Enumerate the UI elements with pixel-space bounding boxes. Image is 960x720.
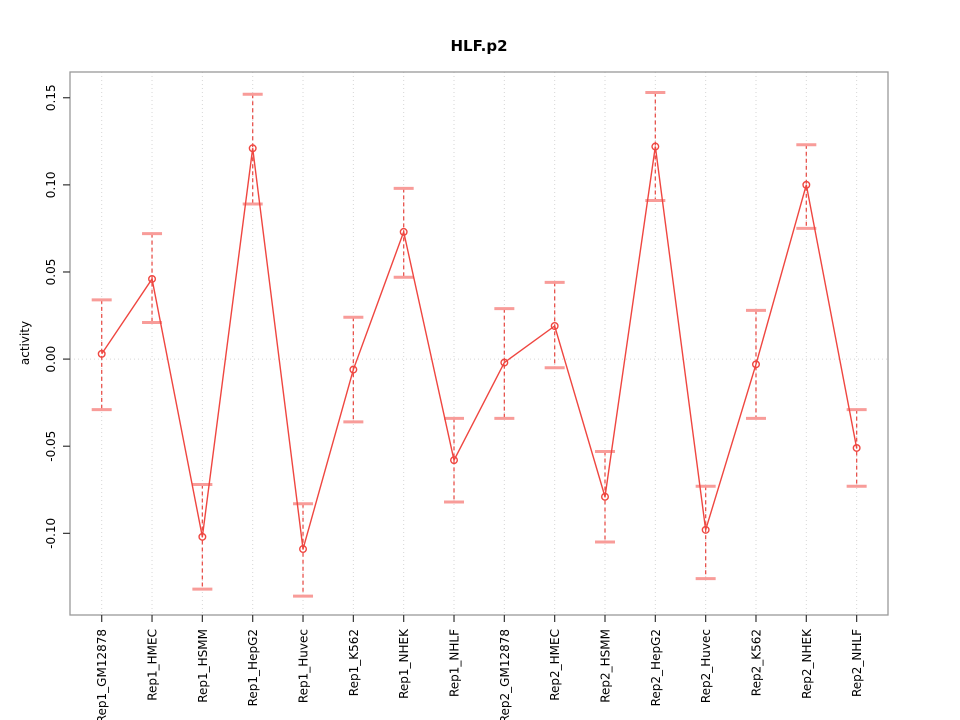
data-point bbox=[701, 525, 710, 534]
data-point bbox=[550, 321, 559, 330]
y-axis-title: activity bbox=[18, 320, 32, 366]
y-tick-label: -0.10 bbox=[44, 518, 58, 549]
x-tick-label: Rep2_K562 bbox=[749, 629, 763, 696]
y-tick-label: -0.05 bbox=[44, 431, 58, 462]
x-tick-label: Rep1_GM12878 bbox=[95, 629, 109, 720]
chart-title: HLF.p2 bbox=[450, 37, 508, 55]
plot-border bbox=[69, 71, 889, 616]
data-point bbox=[97, 349, 106, 358]
x-tick-label: Rep2_GM12878 bbox=[498, 629, 512, 720]
x-tick-label: Rep2_NHEK bbox=[800, 628, 814, 699]
x-tick-label: Rep1_HepG2 bbox=[246, 629, 260, 706]
data-point bbox=[500, 358, 509, 367]
data-point bbox=[852, 443, 861, 452]
x-tick-label: Rep1_HSMM bbox=[196, 629, 210, 703]
data-point bbox=[248, 144, 257, 153]
data-point bbox=[450, 456, 459, 465]
x-tick-label: Rep2_HSMM bbox=[599, 629, 613, 703]
data-point bbox=[399, 227, 408, 236]
data-point bbox=[349, 365, 358, 374]
x-tick-label: Rep1_NHEK bbox=[397, 628, 411, 699]
x-tick-label: Rep1_Huvec bbox=[297, 629, 311, 703]
x-tick-label: Rep2_Huvec bbox=[699, 629, 713, 703]
y-tick-label: 0.10 bbox=[44, 172, 58, 199]
y-tick-label: 0.00 bbox=[44, 346, 58, 373]
data-point bbox=[198, 532, 207, 541]
y-tick-label: 0.15 bbox=[44, 84, 58, 111]
x-tick-label: Rep1_NHLF bbox=[448, 629, 462, 697]
x-tick-label: Rep2_HMEC bbox=[548, 629, 562, 701]
x-tick-label: Rep1_K562 bbox=[347, 629, 361, 696]
x-tick-label: Rep1_HMEC bbox=[146, 629, 160, 701]
x-tick-label: Rep2_NHLF bbox=[850, 629, 864, 697]
data-point bbox=[651, 142, 660, 151]
x-tick-label: Rep2_HepG2 bbox=[649, 629, 663, 706]
data-point bbox=[148, 274, 157, 283]
data-point bbox=[751, 360, 760, 369]
data-point bbox=[299, 545, 308, 554]
y-tick-label: 0.05 bbox=[44, 259, 58, 286]
data-point bbox=[601, 492, 610, 501]
data-point bbox=[802, 180, 811, 189]
data-line bbox=[101, 146, 858, 550]
